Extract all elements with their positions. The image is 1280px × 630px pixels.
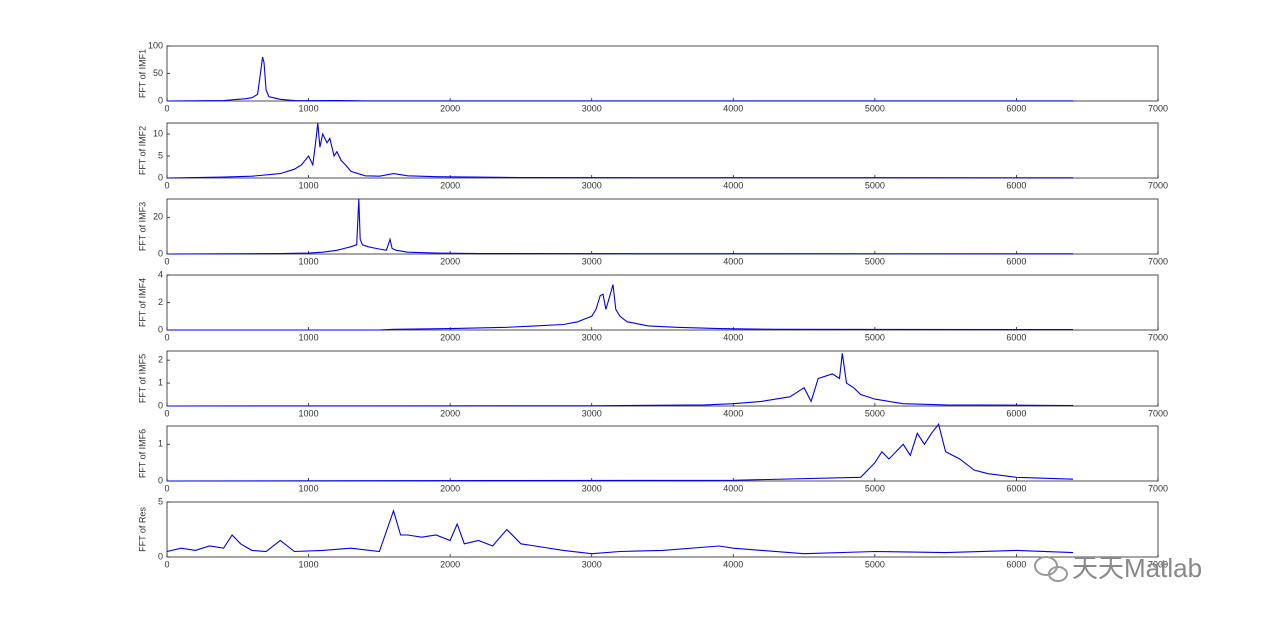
x-tick-label: 7000 [1148, 256, 1168, 266]
x-tick-label: 2000 [440, 559, 460, 569]
axes-frame [166, 45, 1159, 102]
x-tick-label: 0 [164, 332, 169, 342]
x-tick-label: 0 [164, 483, 169, 493]
x-tick-label: 1000 [299, 180, 319, 190]
y-tick-label: 0 [158, 400, 163, 410]
axes-frame [166, 501, 1159, 558]
x-tick-label: 4000 [723, 408, 743, 418]
x-tick-label: 3000 [582, 256, 602, 266]
x-tick-label: 3000 [582, 103, 602, 113]
x-tick-label: 4000 [723, 103, 743, 113]
y-tick-label: 0 [158, 172, 163, 182]
x-tick-label: 3000 [582, 180, 602, 190]
x-tick-label: 7000 [1148, 103, 1168, 113]
watermark-icon [1034, 556, 1068, 582]
x-tick-label: 6000 [1006, 103, 1026, 113]
x-tick-label: 7000 [1148, 332, 1168, 342]
x-tick-label: 5000 [865, 180, 885, 190]
axes-frame [166, 425, 1159, 482]
x-tick-label: 7000 [1148, 408, 1168, 418]
x-tick-label: 0 [164, 408, 169, 418]
y-tick-label: 5 [158, 496, 163, 506]
x-tick-label: 4000 [723, 483, 743, 493]
axes-frame [166, 350, 1159, 407]
x-tick-label: 0 [164, 559, 169, 569]
x-tick-label: 4000 [723, 180, 743, 190]
x-tick-label: 6000 [1006, 483, 1026, 493]
x-tick-label: 0 [164, 180, 169, 190]
y-tick-label: 5 [158, 150, 163, 160]
x-tick-label: 1000 [299, 256, 319, 266]
axes-frame [166, 274, 1159, 331]
x-tick-label: 3000 [582, 483, 602, 493]
y-tick-label: 0 [158, 551, 163, 561]
y-tick-label: 0 [158, 248, 163, 258]
spectrum-line [166, 122, 1074, 179]
y-tick-label: 2 [158, 297, 163, 307]
y-tick-label: 0 [158, 95, 163, 105]
y-tick-label: 1 [158, 377, 163, 387]
x-tick-label: 0 [164, 103, 169, 113]
spectrum-line [166, 422, 1074, 482]
x-tick-label: 4000 [723, 559, 743, 569]
spectrum-line [166, 508, 1074, 555]
x-tick-label: 2000 [440, 256, 460, 266]
x-tick-label: 1000 [299, 103, 319, 113]
y-tick-label: 4 [158, 269, 163, 279]
x-tick-label: 4000 [723, 256, 743, 266]
x-tick-label: 7000 [1148, 180, 1168, 190]
x-tick-label: 2000 [440, 408, 460, 418]
y-tick-label: 10 [153, 128, 163, 138]
x-tick-label: 1000 [299, 408, 319, 418]
spectrum-line [167, 284, 1074, 331]
spectrum-line [166, 353, 1074, 407]
x-tick-label: 7000 [1148, 483, 1168, 493]
x-tick-label: 5000 [865, 332, 885, 342]
x-tick-label: 1000 [299, 559, 319, 569]
y-tick-label: 20 [153, 212, 163, 222]
x-tick-label: 5000 [865, 256, 885, 266]
x-tick-label: 5000 [865, 483, 885, 493]
x-tick-label: 6000 [1006, 256, 1026, 266]
y-axis-label: FFT of Res [137, 507, 147, 552]
x-tick-label: 6000 [1006, 559, 1026, 569]
spectrum-line [166, 198, 1074, 255]
y-tick-label: 1 [158, 439, 163, 449]
axes-frame [166, 198, 1159, 255]
watermark: 天天Matlab [1072, 553, 1202, 583]
x-tick-label: 2000 [440, 180, 460, 190]
x-tick-label: 3000 [582, 332, 602, 342]
x-tick-label: 7000 [1148, 559, 1168, 569]
y-tick-label: 50 [153, 68, 163, 78]
y-tick-label: 100 [148, 40, 163, 50]
y-axis-label: FFT of IMF5 [137, 354, 147, 403]
x-tick-label: 2000 [440, 332, 460, 342]
x-tick-label: 1000 [299, 483, 319, 493]
axes-frame [166, 122, 1159, 179]
y-axis-label: FFT of IMF2 [137, 126, 147, 175]
y-tick-label: 0 [158, 324, 163, 334]
spectrum-line [166, 56, 1074, 102]
x-tick-label: 3000 [582, 408, 602, 418]
x-tick-label: 5000 [865, 408, 885, 418]
x-tick-label: 0 [164, 256, 169, 266]
x-tick-label: 6000 [1006, 180, 1026, 190]
y-axis-label: FFT of IMF3 [137, 202, 147, 251]
y-tick-label: 2 [158, 355, 163, 365]
x-tick-label: 2000 [440, 103, 460, 113]
y-axis-label: FFT of IMF1 [137, 49, 147, 98]
x-tick-label: 3000 [582, 559, 602, 569]
y-axis-label: FFT of IMF6 [137, 429, 147, 478]
x-tick-label: 5000 [865, 559, 885, 569]
x-tick-label: 6000 [1006, 408, 1026, 418]
x-tick-label: 5000 [865, 103, 885, 113]
x-tick-label: 4000 [723, 332, 743, 342]
x-tick-label: 1000 [299, 332, 319, 342]
x-tick-label: 2000 [440, 483, 460, 493]
y-tick-label: 0 [158, 475, 163, 485]
y-axis-label: FFT of IMF4 [137, 278, 147, 327]
x-tick-label: 6000 [1006, 332, 1026, 342]
